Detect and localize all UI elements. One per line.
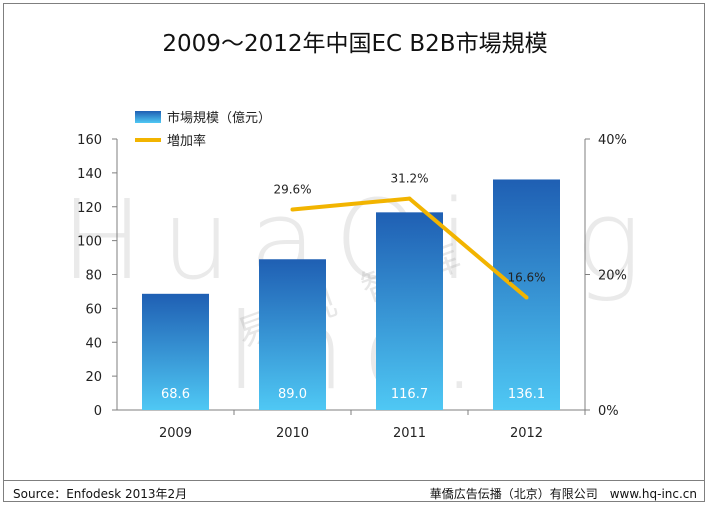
chart-title: 2009～2012年中国EC B2B市場規模 bbox=[162, 31, 548, 57]
x-tick-label: 2009 bbox=[159, 426, 192, 441]
chart-frame bbox=[3, 3, 705, 502]
y-right-tick-label: 20% bbox=[598, 269, 627, 284]
legend-label-line: 増加率 bbox=[167, 133, 206, 149]
bar bbox=[376, 212, 443, 410]
growth-label: 31.2% bbox=[390, 172, 428, 186]
y-left-tick-label: 0 bbox=[94, 404, 102, 419]
growth-point bbox=[290, 207, 295, 212]
growth-label: 29.6% bbox=[273, 182, 311, 196]
source-text: Source：Enfodesk 2013年2月 bbox=[13, 487, 188, 501]
y-right-tick-label: 0% bbox=[598, 404, 619, 419]
x-tick-label: 2012 bbox=[510, 426, 543, 441]
y-left-tick-label: 100 bbox=[77, 235, 102, 250]
y-left-tick-label: 40 bbox=[85, 336, 102, 351]
growth-point bbox=[524, 295, 529, 300]
x-tick-label: 2010 bbox=[276, 426, 309, 441]
bar bbox=[493, 179, 560, 410]
y-left-tick-label: 80 bbox=[85, 269, 102, 284]
bar-value-label: 89.0 bbox=[278, 387, 307, 402]
y-left-tick-label: 160 bbox=[77, 133, 102, 148]
bar bbox=[142, 293, 209, 410]
y-left-tick-label: 120 bbox=[77, 201, 102, 216]
x-tick-label: 2011 bbox=[393, 426, 426, 441]
y-left-tick-label: 140 bbox=[77, 167, 102, 182]
legend-swatch-bar bbox=[135, 111, 161, 123]
publisher-text: 華僑広告伝播（北京）有限公司 www.hq-inc.cn bbox=[429, 487, 697, 501]
bar bbox=[259, 259, 326, 410]
bar-value-label: 116.7 bbox=[391, 387, 428, 402]
footer: Source：Enfodesk 2013年2月 華僑広告伝播（北京）有限公司 w… bbox=[3, 480, 705, 502]
legend-label-bar: 市場規模（億元） bbox=[167, 110, 271, 126]
bar-value-label: 68.6 bbox=[161, 387, 190, 402]
growth-label: 16.6% bbox=[507, 271, 545, 285]
y-left-tick-label: 20 bbox=[85, 370, 102, 385]
y-right-tick-label: 40% bbox=[598, 133, 627, 148]
bar-value-label: 136.1 bbox=[508, 387, 545, 402]
growth-point bbox=[407, 196, 412, 201]
y-left-tick-label: 60 bbox=[85, 302, 102, 317]
